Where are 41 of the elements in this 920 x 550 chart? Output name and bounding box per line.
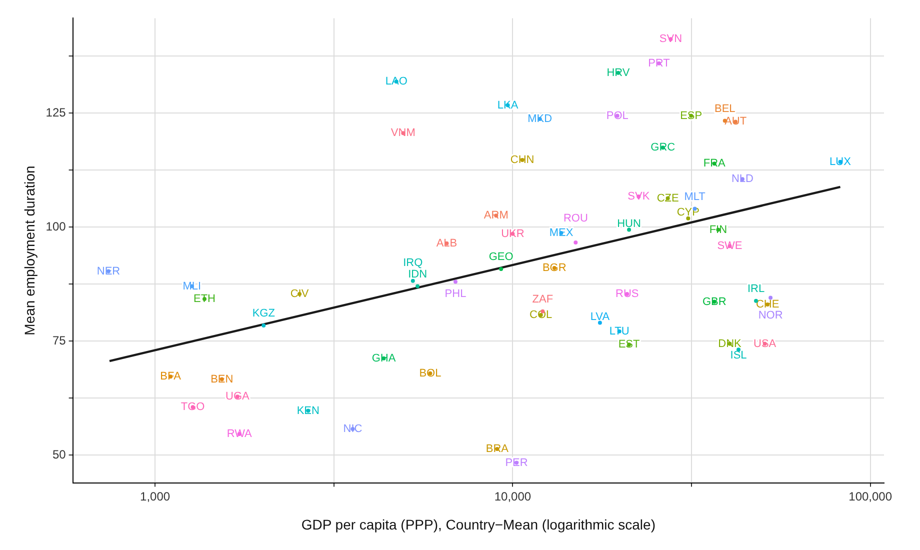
series-label: CHN xyxy=(510,154,534,166)
series-label: TGO xyxy=(180,401,206,414)
series-label: PHL xyxy=(444,288,466,300)
series-label: KGZ xyxy=(252,308,276,320)
series-label: POL xyxy=(606,110,628,122)
series-label: AUT xyxy=(724,116,747,128)
x-tick-label: 100,000 xyxy=(848,489,892,504)
series-label: ALB xyxy=(436,237,458,250)
series-label: LUX xyxy=(830,156,852,168)
series-label: BEN xyxy=(210,373,234,386)
series-label: RUS xyxy=(615,288,639,300)
series-label: LVA xyxy=(590,310,610,323)
series-label: BEL xyxy=(714,102,736,115)
series-label: NLD xyxy=(731,173,754,186)
series-label: ZAF xyxy=(532,293,554,306)
series-label: NOR xyxy=(758,310,783,322)
series-label: NER xyxy=(96,265,120,278)
x-tick-label: 1,000 xyxy=(140,489,170,504)
series-label: GEO xyxy=(488,250,514,263)
series-label: ROU xyxy=(563,212,588,225)
series-label: BGR xyxy=(542,262,566,274)
series-label: LTU xyxy=(609,325,630,338)
x-axis-title: GDP per capita (PPP), Country−Mean (logarithmic scale) xyxy=(301,516,656,532)
y-tick-label: 100 xyxy=(46,219,66,234)
series-label: MLT xyxy=(684,190,706,203)
series-label: IRL xyxy=(747,282,765,295)
x-tick-label: 10,000 xyxy=(494,489,532,504)
series-label: KEN xyxy=(296,404,320,417)
series-label: IDN xyxy=(408,268,428,280)
series-label: RWA xyxy=(226,428,253,440)
y-tick-label: 125 xyxy=(46,105,66,120)
y-tick-label: 50 xyxy=(52,447,66,462)
series-label: UGA xyxy=(226,390,250,403)
series-label: IRQ xyxy=(403,256,424,269)
series-label: BOL xyxy=(419,367,442,380)
series-label: HUN xyxy=(617,218,641,230)
y-axis-title: Mean employment duration xyxy=(21,166,38,336)
y-tick-label: 75 xyxy=(52,333,66,348)
series-label: PER xyxy=(505,456,528,469)
series-label: ISL xyxy=(730,350,747,362)
series-label: EST xyxy=(618,338,640,351)
